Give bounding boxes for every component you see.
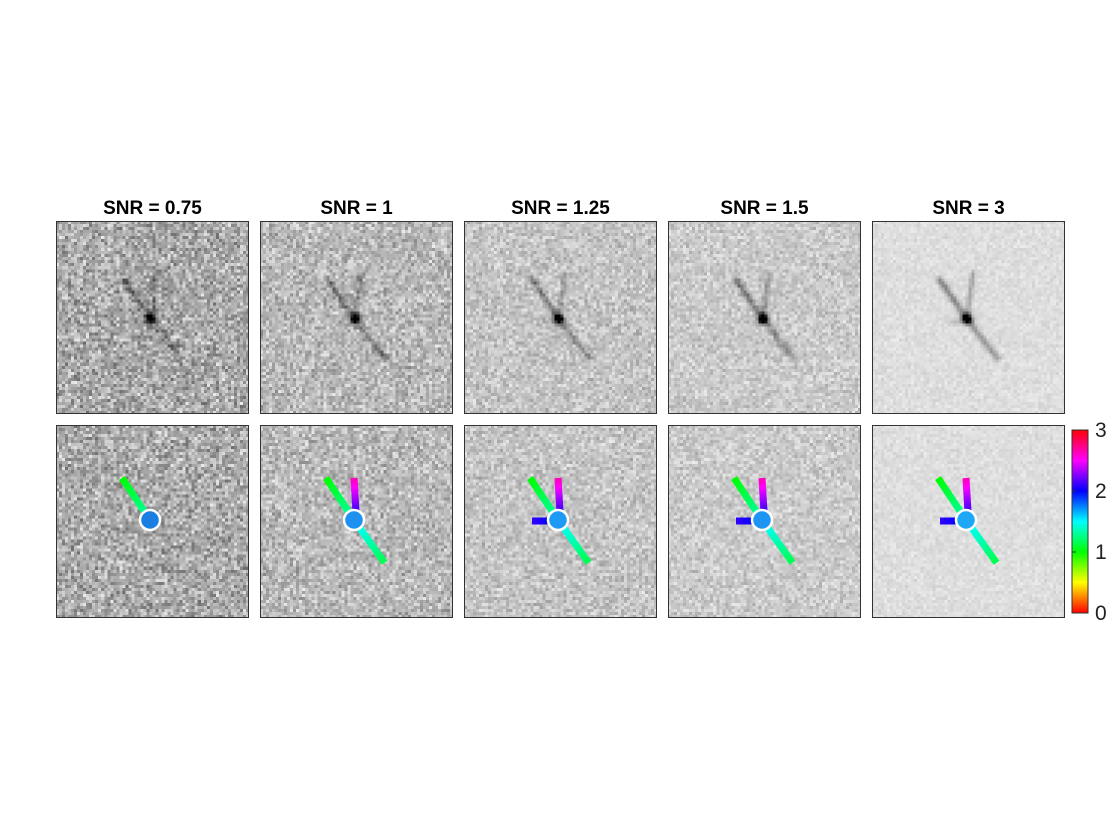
reconstruction-panel (260, 425, 453, 618)
input-image-panel (56, 221, 249, 414)
reconstruction-panel (872, 425, 1065, 618)
center-node (342, 508, 366, 532)
input-image-panel (464, 221, 657, 414)
input-image-panel (872, 221, 1065, 414)
input-image-panel (668, 221, 861, 414)
reconstruction-panel (56, 425, 249, 618)
center-node (546, 508, 570, 532)
colorbar-tick-label: 1 (1095, 541, 1107, 564)
panel-title: SNR = 3 (932, 198, 1004, 219)
center-node (138, 508, 162, 532)
panel-title: SNR = 1.25 (511, 198, 610, 219)
reconstruction-panel (668, 425, 861, 618)
colorbar-gradient (1071, 429, 1089, 614)
center-node (750, 508, 774, 532)
panel-title: SNR = 1 (320, 198, 393, 219)
branch-upper (962, 477, 972, 513)
reconstruction-panel (464, 425, 657, 618)
branch-upper (758, 477, 768, 513)
colorbar-tick-label: 0 (1095, 602, 1107, 625)
branch-upper (350, 477, 360, 513)
colorbar-tick-label: 2 (1095, 480, 1107, 503)
colorbar: 0 1 2 3 (1071, 419, 1107, 625)
colorbar-tick-label: 3 (1095, 419, 1107, 442)
panel-title: SNR = 1.5 (720, 198, 809, 219)
center-node (954, 508, 978, 532)
branch-lower-right (555, 517, 592, 565)
input-image-panel (260, 221, 453, 414)
branch-upper (554, 477, 564, 513)
panel-title: SNR = 0.75 (103, 198, 202, 219)
